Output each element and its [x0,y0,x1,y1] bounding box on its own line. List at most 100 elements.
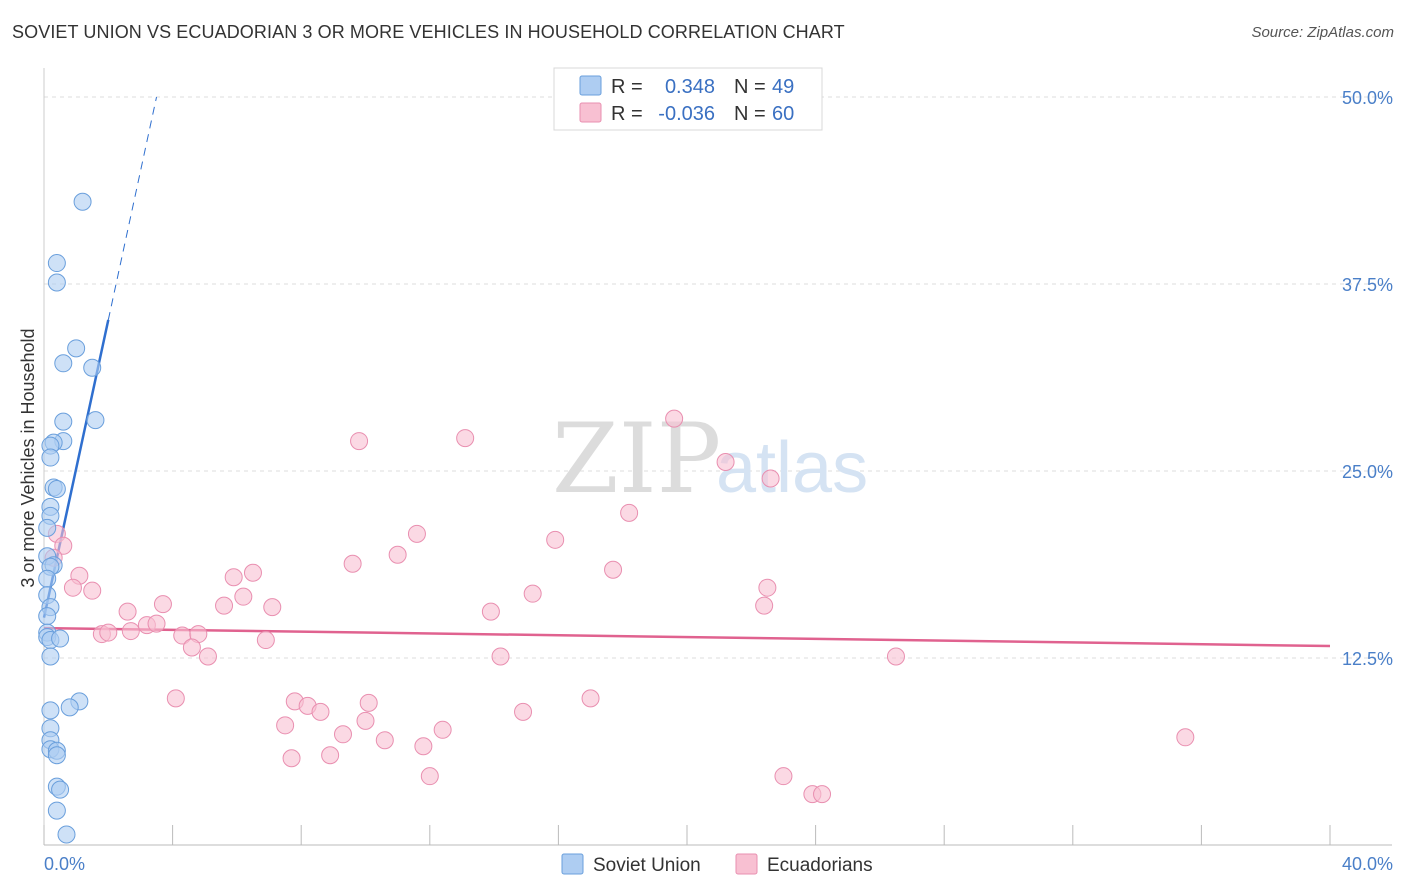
soviet-union-point [47,746,66,765]
ecuadorians-point [514,702,533,721]
ecuadorians-point [243,563,262,582]
soviet-union-point [83,358,102,377]
soviet-union-point [38,569,57,588]
watermark: ZIP atlas [552,403,868,515]
ecuadorians-point [311,702,330,721]
ecuadorians-point [546,530,565,549]
ecuadorians-point [755,596,774,615]
x-tick-label: 40.0% [1342,854,1393,874]
ecuadorians-point [215,596,234,615]
soviet-union-point [47,479,66,498]
trend-lines [42,96,1331,648]
soviet-union-point [47,273,66,292]
ecuadorians-point [147,614,166,633]
y-tick-label: 50.0% [1342,88,1393,108]
legend-r-value-soviet-union: 0.348 [665,76,715,98]
ecuadorians-point [282,749,301,768]
soviet-union-point [73,192,92,211]
watermark-zip-text: ZIP [552,403,721,515]
ecuadorians-point [604,560,623,579]
data-points [38,192,1195,844]
ecuadorians-point [716,453,735,472]
ecuadorians-point [388,545,407,564]
ecuadorians-point [256,631,275,650]
y-axis-label: 3 or more Vehicles in Household [18,328,38,587]
soviet-union-point [51,780,70,799]
trend-line-ecuadorians [43,626,1331,648]
chart-source: Source: ZipAtlas.com [1251,24,1394,41]
ecuadorians-point [420,767,439,786]
ecuadorians-point [99,623,118,642]
ecuadorians-point [481,602,500,621]
soviet-union-point [51,629,70,648]
ecuadorians-point [224,568,243,587]
legend-swatch-ecuadorians [579,102,602,123]
ecuadorians-point [63,578,82,597]
soviet-union-point [41,701,60,720]
chart-title: SOVIET UNION VS ECUADORIAN 3 OR MORE VEH… [12,22,845,42]
ecuadorians-point [153,595,172,614]
y-tick-label: 37.5% [1342,275,1393,295]
y-tick-label: 12.5% [1342,649,1393,669]
ecuadorians-point [1176,728,1195,747]
soviet-union-point [47,801,66,820]
ecuadorians-point [118,602,137,621]
soviet-union-point [47,254,66,273]
soviet-union-point [86,411,105,430]
soviet-union-point [54,354,73,373]
ecuadorians-point [433,720,452,739]
ecuadorians-point [491,647,510,666]
ecuadorians-point [886,647,905,666]
ecuadorians-point [356,711,375,730]
ecuadorians-point [665,409,684,428]
ecuadorians-point [343,554,362,573]
ecuadorians-point [198,647,217,666]
bottom-legend-swatch-soviet-union [561,853,584,875]
soviet-union-point [54,412,73,431]
soviet-union-point [60,698,79,717]
x-tick-label: 0.0% [44,854,85,874]
ecuadorians-point [54,536,73,555]
ecuadorians-point [620,503,639,522]
bottom-legend-label-ecuadorians: Ecuadorians [767,855,873,876]
soviet-union-point [38,607,57,626]
trend-line-soviet-union-extension [107,96,158,321]
ecuadorians-point [321,746,340,765]
legend-n-value-soviet-union: 49 [772,76,794,98]
ecuadorians-point [121,622,140,641]
gridlines [44,96,1392,659]
ecuadorians-point [333,725,352,744]
ecuadorians-point [761,469,780,488]
legend-n-value-ecuadorians: 60 [772,103,794,125]
axes: 12.5% 25.0% 37.5% 50.0% 0.0% 40.0% [43,68,1393,874]
ecuadorians-point [523,584,542,603]
soviet-union-point [67,339,86,358]
ecuadorians-point [276,716,295,735]
y-tick-label: 25.0% [1342,462,1393,482]
bottom-legend: Soviet Union Ecuadorians [561,853,873,876]
ecuadorians-point [813,785,832,804]
legend-n-label-ecuadorians: N = [734,103,766,125]
legend: R = 0.348 N = 49 R = -0.036 N = 60 [553,67,823,131]
soviet-union-point [41,448,60,467]
legend-r-value-ecuadorians: -0.036 [658,103,715,125]
ecuadorians-point [375,731,394,750]
ecuadorians-point [407,524,426,543]
ecuadorians-point [182,638,201,657]
ecuadorians-point [263,598,282,617]
legend-r-label-ecuadorians: R = [611,103,643,125]
legend-r-label-soviet-union: R = [611,76,643,98]
ecuadorians-point [234,587,253,606]
soviet-union-point [38,518,57,537]
ecuadorians-point [83,581,102,600]
ecuadorians-point [774,767,793,786]
ecuadorians-point [350,432,369,451]
ecuadorians-point [414,737,433,756]
soviet-union-point [57,825,76,844]
soviet-union-point [41,647,60,666]
legend-n-label-soviet-union: N = [734,76,766,98]
legend-swatch-soviet-union [579,75,602,96]
watermark-atlas-text: atlas [716,428,868,508]
ecuadorians-point [581,689,600,708]
